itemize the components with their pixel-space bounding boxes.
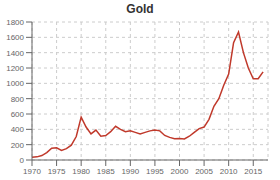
svg-text:1600: 1600 (8, 33, 25, 42)
svg-text:1990: 1990 (121, 167, 139, 176)
html-text:Gold: Gold (126, 2, 154, 16)
svg-text:600: 600 (11, 110, 25, 119)
svg-text:0: 0 (20, 156, 25, 165)
svg-text:2010: 2010 (220, 167, 238, 176)
svg-text:2005: 2005 (195, 167, 213, 176)
svg-text:1200: 1200 (8, 64, 25, 73)
svg-text:400: 400 (11, 125, 25, 134)
svg-text:1975: 1975 (48, 167, 66, 176)
svg-text:800: 800 (11, 95, 25, 104)
svg-text:1995: 1995 (146, 167, 164, 176)
svg-text:2015: 2015 (244, 167, 262, 176)
svg-text:2000: 2000 (171, 167, 189, 176)
svg-text:1980: 1980 (72, 167, 90, 176)
svg-text:1800: 1800 (8, 18, 25, 27)
svg-text:1970: 1970 (23, 167, 41, 176)
svg-text:1400: 1400 (8, 49, 25, 58)
svg-text:1985: 1985 (97, 167, 115, 176)
svg-text:1000: 1000 (8, 79, 25, 88)
svg-text:200: 200 (11, 141, 25, 150)
